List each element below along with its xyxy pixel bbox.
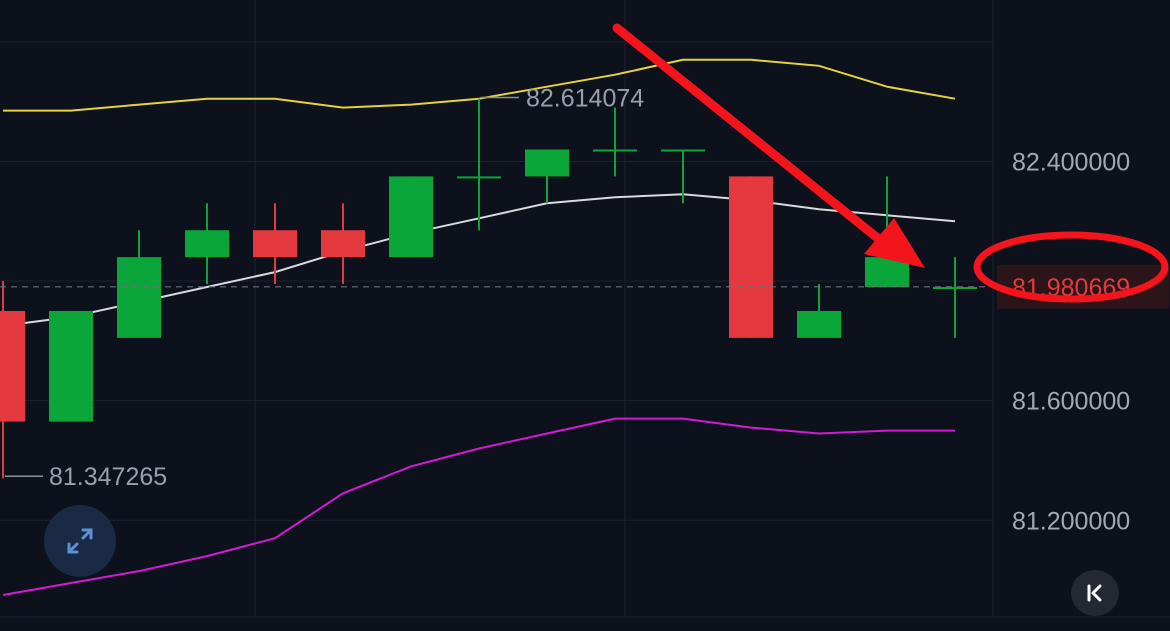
y-tick-label: 81.200000	[1012, 507, 1130, 535]
candle-up	[457, 98, 501, 231]
lower-band-line	[2, 417, 955, 596]
candle-down	[0, 281, 25, 479]
candle-body	[525, 149, 569, 177]
y-axis: 82.400000 81.600000 81.200000	[1012, 148, 1130, 535]
expand-diagonal-icon	[67, 528, 93, 554]
candle-body	[661, 149, 705, 152]
candle-up	[117, 230, 161, 338]
candle-up	[933, 257, 977, 338]
candle-body	[797, 310, 841, 338]
candle-up	[593, 107, 637, 177]
candle-body	[0, 310, 25, 422]
grid-lines	[0, 0, 1170, 618]
candle-body	[49, 310, 93, 422]
y-tick-label: 81.600000	[1012, 388, 1130, 416]
candle-body	[933, 287, 977, 290]
annotations: 82.614074 81.347265	[5, 23, 1169, 491]
candle-down	[253, 203, 297, 285]
candle-up	[185, 203, 229, 285]
red-highlight-ellipse	[973, 231, 1169, 303]
red-arrow-shaft	[612, 23, 885, 245]
candle-body	[185, 230, 229, 258]
candle-up	[389, 176, 433, 258]
candle-body	[389, 176, 433, 258]
candle-body	[253, 230, 297, 258]
candle-body	[321, 230, 365, 258]
high-price-label: 82.614074	[526, 84, 644, 112]
candle-up	[661, 149, 705, 204]
candle-body	[457, 176, 501, 179]
candle-body	[117, 257, 161, 338]
candle-down	[321, 203, 365, 285]
candle-down	[729, 176, 773, 338]
candle-up	[797, 284, 841, 338]
red-arrow-head	[864, 218, 925, 268]
candle-body	[593, 149, 637, 152]
low-price-label: 81.347265	[49, 463, 167, 491]
candle-body	[729, 176, 773, 338]
y-tick-label: 82.400000	[1012, 148, 1130, 176]
candles	[0, 98, 977, 479]
collapse-button[interactable]	[1071, 570, 1119, 616]
candle-up	[49, 310, 93, 422]
collapse-left-icon	[1087, 584, 1102, 602]
expand-button[interactable]	[44, 505, 116, 577]
candle-up	[525, 149, 569, 204]
